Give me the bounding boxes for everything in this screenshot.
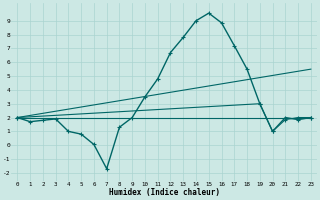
X-axis label: Humidex (Indice chaleur): Humidex (Indice chaleur) <box>108 188 220 197</box>
